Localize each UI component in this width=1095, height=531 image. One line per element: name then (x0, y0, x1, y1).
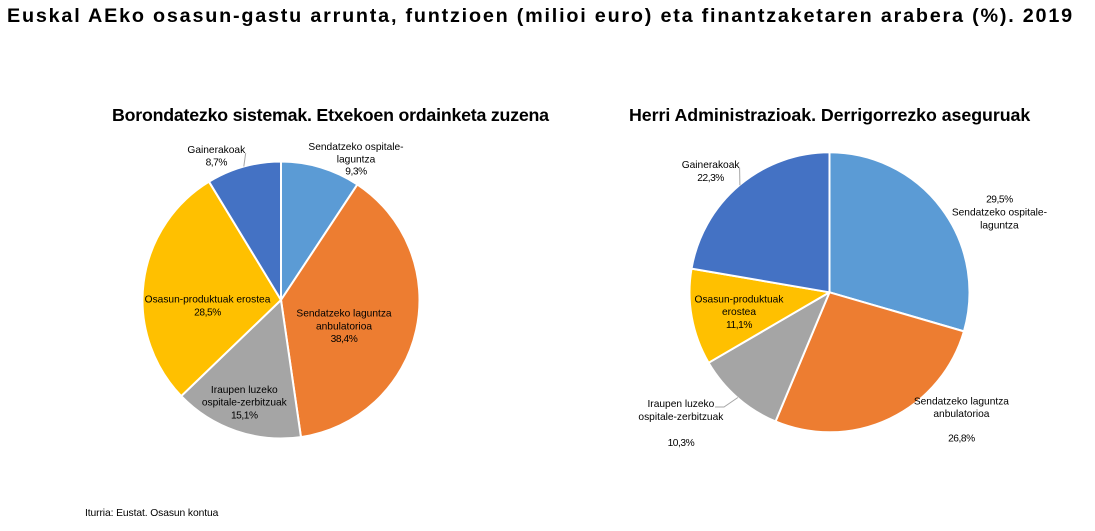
svg-text:anbulatorioa: anbulatorioa (316, 321, 372, 332)
svg-text:laguntza: laguntza (337, 154, 376, 165)
svg-text:8,7%: 8,7% (206, 158, 228, 169)
svg-text:Iraupen luzeko: Iraupen luzeko (647, 399, 714, 410)
svg-text:Gainerakoak: Gainerakoak (187, 145, 246, 156)
svg-text:26,8%: 26,8% (948, 433, 975, 444)
svg-text:Gainerakoak: Gainerakoak (682, 160, 741, 171)
svg-text:ospitale-zerbitzuak: ospitale-zerbitzuak (202, 398, 288, 409)
svg-text:Osasun-produktuak erostea: Osasun-produktuak erostea (145, 295, 271, 306)
svg-text:Sendatzeko laguntza: Sendatzeko laguntza (296, 309, 391, 320)
svg-text:9,3%: 9,3% (345, 167, 367, 178)
svg-text:erostea: erostea (722, 307, 756, 318)
svg-text:38,4%: 38,4% (331, 334, 358, 345)
svg-text:29,5%: 29,5% (986, 195, 1013, 206)
svg-text:anbulatorioa: anbulatorioa (933, 409, 989, 420)
svg-text:Iraupen luzeko: Iraupen luzeko (211, 385, 278, 396)
svg-text:28,5%: 28,5% (194, 307, 221, 318)
svg-text:11,1%: 11,1% (726, 320, 752, 331)
svg-text:Sendatzeko ospitale-: Sendatzeko ospitale- (308, 142, 403, 153)
svg-text:22,3%: 22,3% (697, 173, 724, 184)
svg-text:laguntza: laguntza (980, 221, 1019, 232)
svg-text:10,3%: 10,3% (668, 438, 695, 449)
svg-text:Sendatzeko ospitale-: Sendatzeko ospitale- (952, 208, 1047, 219)
svg-text:ospitale-zerbitzuak: ospitale-zerbitzuak (638, 412, 724, 423)
svg-text:Sendatzeko laguntza: Sendatzeko laguntza (914, 396, 1009, 407)
svg-text:Osasun-produktuak: Osasun-produktuak (695, 294, 785, 305)
svg-text:15,1%: 15,1% (231, 411, 258, 422)
